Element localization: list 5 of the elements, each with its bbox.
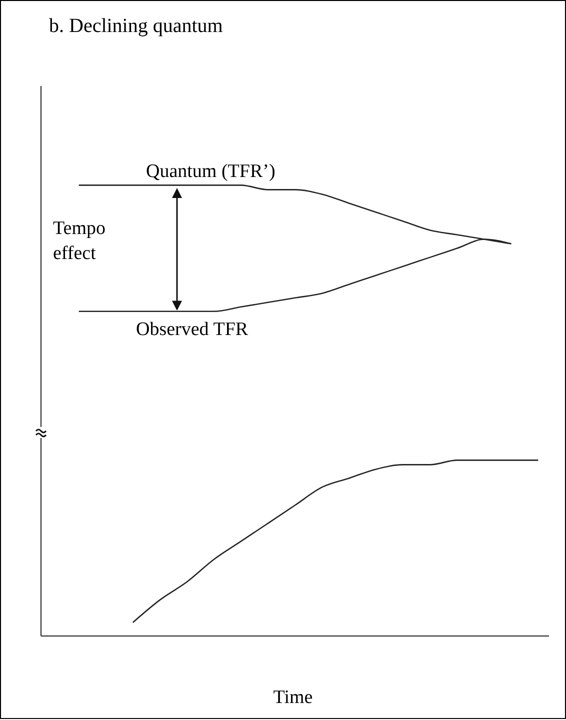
- chart-title: b. Declining quantum: [49, 15, 223, 38]
- x-axis-title: Time: [272, 687, 314, 709]
- series-label: Observed TFR: [136, 319, 248, 341]
- annotation: Tempo effect: [53, 217, 106, 266]
- series-label: Quantum (TFR’): [146, 161, 276, 183]
